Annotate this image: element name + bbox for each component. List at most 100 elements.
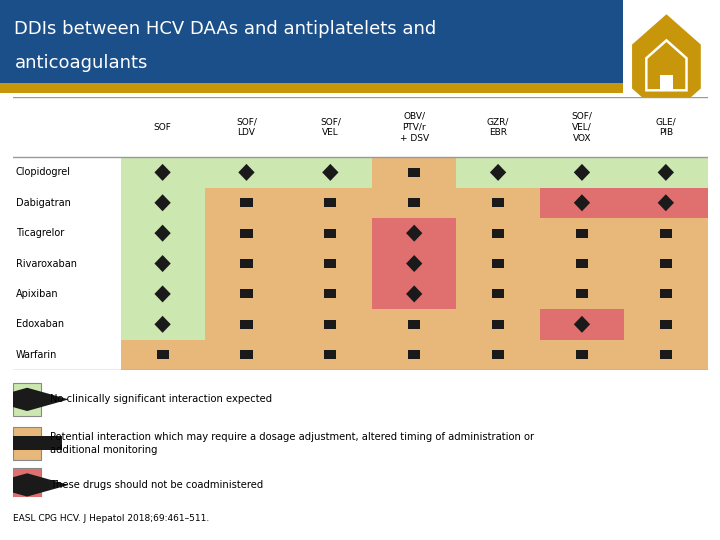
Bar [576, 289, 588, 299]
Bar [456, 248, 540, 279]
Polygon shape [406, 286, 423, 302]
Bar [408, 350, 420, 359]
Bar [576, 259, 588, 268]
Bar [204, 279, 289, 309]
Bar [289, 340, 372, 370]
Bar [540, 340, 624, 370]
Bar [456, 340, 540, 370]
Bar [324, 350, 336, 359]
Bar [204, 309, 289, 340]
Polygon shape [322, 164, 338, 181]
Bar [289, 218, 372, 248]
Polygon shape [574, 164, 590, 181]
Bar [240, 350, 253, 359]
Bar [121, 248, 204, 279]
Bar [121, 309, 204, 340]
Bar [13, 383, 41, 416]
Bar [372, 157, 456, 187]
Bar [240, 320, 253, 329]
Bar [540, 157, 624, 187]
Bar [372, 309, 456, 340]
Text: No clinically significant interaction expected: No clinically significant interaction ex… [50, 394, 272, 404]
Polygon shape [406, 225, 423, 242]
Bar [289, 309, 372, 340]
Polygon shape [154, 255, 171, 272]
Bar [492, 259, 504, 268]
Bar [324, 198, 336, 207]
Text: OBV/
PTV/r
+ DSV: OBV/ PTV/r + DSV [400, 112, 429, 143]
Bar [372, 248, 456, 279]
Polygon shape [574, 316, 590, 333]
Bar [540, 187, 624, 218]
Polygon shape [154, 286, 171, 302]
Bar [456, 218, 540, 248]
Text: These drugs should not be coadministered: These drugs should not be coadministered [50, 480, 264, 490]
Polygon shape [154, 164, 171, 181]
Bar [660, 259, 672, 268]
Bar [660, 289, 672, 299]
Bar [408, 320, 420, 329]
Bar [372, 279, 456, 309]
Bar [240, 289, 253, 299]
Text: SOF: SOF [153, 123, 171, 132]
Text: SOF/
VEL: SOF/ VEL [320, 117, 341, 137]
Bar [540, 279, 624, 309]
Polygon shape [657, 164, 674, 181]
Bar [624, 340, 708, 370]
Bar [540, 309, 624, 340]
Bar [660, 350, 672, 359]
Bar [240, 259, 253, 268]
Bar [0, 0, 623, 84]
Text: DDIs between HCV DAAs and antiplatelets and: DDIs between HCV DAAs and antiplatelets … [14, 21, 436, 38]
Bar [156, 350, 168, 359]
Bar [456, 157, 540, 187]
Bar [121, 157, 204, 187]
Polygon shape [154, 225, 171, 242]
Bar [492, 198, 504, 207]
Polygon shape [154, 194, 171, 211]
Bar [624, 279, 708, 309]
Bar [204, 157, 289, 187]
Polygon shape [238, 164, 255, 181]
Bar [204, 218, 289, 248]
Bar [204, 248, 289, 279]
Bar [456, 279, 540, 309]
Text: SOF/
LDV: SOF/ LDV [236, 117, 257, 137]
Text: Warfarin: Warfarin [16, 350, 57, 360]
Bar [492, 228, 504, 238]
Text: EASL CPG HCV. J Hepatol 2018;69:461–511.: EASL CPG HCV. J Hepatol 2018;69:461–511. [13, 514, 210, 523]
Bar [121, 187, 204, 218]
Bar [624, 218, 708, 248]
Polygon shape [574, 194, 590, 211]
Bar [540, 248, 624, 279]
Text: GZR/
EBR: GZR/ EBR [487, 117, 509, 137]
Text: Dabigatran: Dabigatran [16, 198, 71, 208]
Text: anticoagulants: anticoagulants [14, 54, 148, 72]
Bar [289, 187, 372, 218]
Polygon shape [657, 194, 674, 211]
Bar [456, 187, 540, 218]
Bar [324, 228, 336, 238]
Bar [576, 350, 588, 359]
Bar [324, 320, 336, 329]
Bar [660, 228, 672, 238]
Text: Rivaroxaban: Rivaroxaban [16, 259, 77, 268]
Text: SOF/
VEL/
VOX: SOF/ VEL/ VOX [572, 112, 593, 143]
Bar [408, 168, 420, 177]
Bar [540, 218, 624, 248]
Bar [660, 75, 672, 90]
Bar [121, 340, 204, 370]
Bar [324, 289, 336, 299]
Text: GLE/
PIB: GLE/ PIB [655, 117, 676, 137]
Polygon shape [154, 316, 171, 333]
Bar [121, 218, 204, 248]
Polygon shape [0, 473, 69, 497]
Text: Potential interaction which may require a dosage adjustment, altered timing of a: Potential interaction which may require … [50, 432, 534, 455]
Bar [204, 187, 289, 218]
Text: Edoxaban: Edoxaban [16, 319, 64, 329]
Bar [576, 228, 588, 238]
Text: Clopidogrel: Clopidogrel [16, 167, 71, 177]
Bar [240, 228, 253, 238]
Bar [204, 340, 289, 370]
Polygon shape [490, 164, 506, 181]
